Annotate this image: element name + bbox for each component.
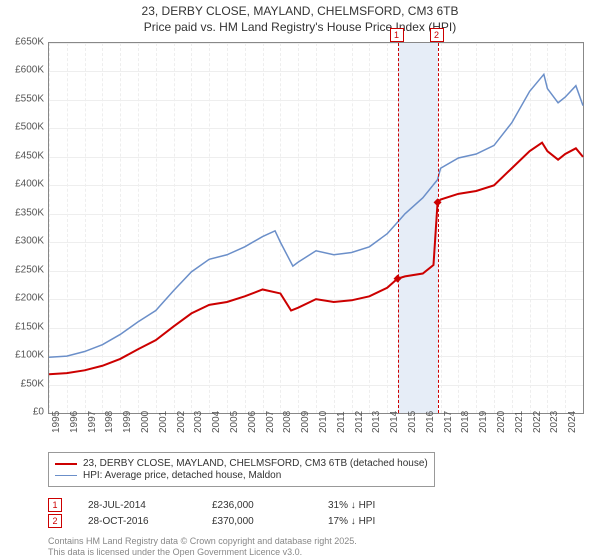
- y-tick-label: £0: [2, 407, 44, 418]
- x-tick-label: 2016: [425, 411, 436, 433]
- footer-line1: Contains HM Land Registry data © Crown c…: [48, 536, 357, 547]
- x-tick-label: 2013: [371, 411, 382, 433]
- footer-line2: This data is licensed under the Open Gov…: [48, 547, 357, 558]
- sale-marker-box: 1: [390, 28, 404, 42]
- y-tick-label: £300K: [2, 236, 44, 247]
- x-tick-label: 2022: [532, 411, 543, 433]
- sale-date: 28-JUL-2014: [88, 500, 212, 511]
- sale-row: 1 28-JUL-2014 £236,000 31% ↓ HPI: [48, 498, 448, 512]
- sale-date: 28-OCT-2016: [88, 516, 212, 527]
- x-tick-label: 2018: [460, 411, 471, 433]
- title-line1: 23, DERBY CLOSE, MAYLAND, CHELMSFORD, CM…: [0, 4, 600, 20]
- chart-plot-area: [48, 42, 584, 414]
- y-tick-label: £50K: [2, 378, 44, 389]
- sale-hpi: 17% ↓ HPI: [328, 516, 448, 527]
- legend-row: HPI: Average price, detached house, Mald…: [55, 470, 428, 481]
- sales-table: 1 28-JUL-2014 £236,000 31% ↓ HPI 2 28-OC…: [48, 496, 448, 530]
- x-tick-label: 2019: [478, 411, 489, 433]
- sale-price: £370,000: [212, 516, 328, 527]
- x-tick-label: 2015: [407, 411, 418, 433]
- x-tick-label: 1995: [51, 411, 62, 433]
- y-tick-label: £250K: [2, 264, 44, 275]
- sale-marker-box: 2: [430, 28, 444, 42]
- y-tick-label: £500K: [2, 122, 44, 133]
- sale-marker-line: [398, 43, 399, 413]
- x-tick-label: 2011: [336, 411, 347, 433]
- x-tick-label: 2020: [496, 411, 507, 433]
- y-tick-label: £200K: [2, 293, 44, 304]
- y-tick-label: £450K: [2, 150, 44, 161]
- x-tick-label: 2007: [265, 411, 276, 433]
- legend-label: 23, DERBY CLOSE, MAYLAND, CHELMSFORD, CM…: [83, 458, 428, 469]
- x-tick-label: 2010: [318, 411, 329, 433]
- x-tick-label: 2002: [176, 411, 187, 433]
- x-tick-label: 2001: [158, 411, 169, 433]
- x-tick-label: 2003: [193, 411, 204, 433]
- y-tick-label: £650K: [2, 37, 44, 48]
- sale-hpi: 31% ↓ HPI: [328, 500, 448, 511]
- legend-box: 23, DERBY CLOSE, MAYLAND, CHELMSFORD, CM…: [48, 452, 435, 487]
- series-line-price_paid: [49, 143, 583, 375]
- y-tick-label: £600K: [2, 65, 44, 76]
- y-tick-label: £150K: [2, 321, 44, 332]
- x-tick-label: 1998: [104, 411, 115, 433]
- y-tick-label: £400K: [2, 179, 44, 190]
- x-tick-label: 2017: [443, 411, 454, 433]
- chart-svg: [49, 43, 583, 413]
- x-tick-label: 2023: [549, 411, 560, 433]
- x-tick-label: 2005: [229, 411, 240, 433]
- x-tick-label: 2006: [247, 411, 258, 433]
- sale-marker-line: [438, 43, 439, 413]
- chart-container: 23, DERBY CLOSE, MAYLAND, CHELMSFORD, CM…: [0, 0, 600, 560]
- x-tick-label: 2008: [282, 411, 293, 433]
- sale-price: £236,000: [212, 500, 328, 511]
- x-tick-label: 2004: [211, 411, 222, 433]
- x-tick-label: 2000: [140, 411, 151, 433]
- y-tick-label: £350K: [2, 207, 44, 218]
- x-tick-label: 1999: [122, 411, 133, 433]
- sale-row: 2 28-OCT-2016 £370,000 17% ↓ HPI: [48, 514, 448, 528]
- x-tick-label: 2024: [567, 411, 578, 433]
- legend-swatch: [55, 463, 77, 465]
- sale-marker: 1: [48, 498, 62, 512]
- legend-swatch: [55, 475, 77, 476]
- y-tick-label: £550K: [2, 93, 44, 104]
- title-line2: Price paid vs. HM Land Registry's House …: [0, 20, 600, 36]
- x-tick-label: 2009: [300, 411, 311, 433]
- legend-row: 23, DERBY CLOSE, MAYLAND, CHELMSFORD, CM…: [55, 458, 428, 469]
- series-line-hpi: [49, 74, 583, 357]
- sale-marker: 2: [48, 514, 62, 528]
- x-tick-label: 1996: [69, 411, 80, 433]
- x-tick-label: 2012: [354, 411, 365, 433]
- x-tick-label: 2021: [514, 411, 525, 433]
- y-tick-label: £100K: [2, 350, 44, 361]
- title-block: 23, DERBY CLOSE, MAYLAND, CHELMSFORD, CM…: [0, 0, 600, 35]
- x-tick-label: 1997: [87, 411, 98, 433]
- legend-label: HPI: Average price, detached house, Mald…: [83, 470, 281, 481]
- footer-attribution: Contains HM Land Registry data © Crown c…: [48, 536, 357, 558]
- x-tick-label: 2014: [389, 411, 400, 433]
